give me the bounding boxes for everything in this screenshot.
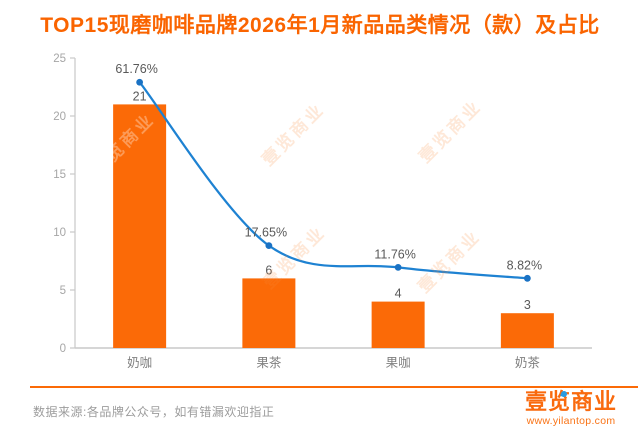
x-category-label: 奶茶 <box>515 355 541 370</box>
page-title: TOP15现磨咖啡品牌2026年1月新品品类情况（款）及占比 <box>40 14 600 37</box>
x-category-label: 果茶 <box>256 355 282 370</box>
bar-value-label: 4 <box>395 287 402 301</box>
y-tick-label: 0 <box>60 343 66 355</box>
y-tick-label: 25 <box>53 53 66 65</box>
x-category-label: 果咖 <box>386 355 411 370</box>
bar-果咖 <box>371 301 425 348</box>
x-category-label: 奶咖 <box>127 355 152 370</box>
bar-value-label: 21 <box>133 89 147 103</box>
line-marker-果茶 <box>265 242 273 249</box>
bar-奶咖 <box>113 104 167 349</box>
bar-果茶 <box>242 278 296 348</box>
brand-name: 壹览商业 <box>525 390 617 414</box>
percent-label: 8.82% <box>507 258 542 272</box>
bar-value-label: 6 <box>265 263 272 277</box>
combo-chart: 0 5 10 15 20 25 奶咖 果茶 果咖 奶茶 21 6 4 3 61.76% 17.65% 11.76… <box>53 53 592 370</box>
bar-value-label: 3 <box>524 298 531 312</box>
brand-logo: 壹览商业 www.yilantop.com <box>525 390 617 428</box>
y-tick-label: 15 <box>53 169 66 181</box>
percentage-line <box>138 81 528 280</box>
y-tick-label: 5 <box>60 285 66 297</box>
y-tick-label: 20 <box>53 111 66 123</box>
source-note: 数据来源:各品牌公众号，如有错漏欢迎指正 <box>33 405 275 419</box>
line-marker-奶咖 <box>136 78 144 86</box>
bar-奶茶 <box>500 313 554 348</box>
brand-name-text: 壹览商业 <box>524 389 617 414</box>
chart-area: 0 5 10 15 20 25 奶咖 果茶 果咖 奶茶 21 6 4 3 61.76% 17.65% 11.76… <box>0 50 640 380</box>
line-marker-奶茶 <box>523 274 531 282</box>
percent-label: 61.76% <box>115 62 157 76</box>
percent-label: 17.65% <box>245 226 287 240</box>
brand-url: www.yilantop.com <box>526 415 616 427</box>
percent-label: 11.76% <box>374 247 415 261</box>
y-tick-label: 10 <box>53 227 66 239</box>
footer-divider <box>30 386 638 388</box>
line-marker-果咖 <box>394 264 402 271</box>
